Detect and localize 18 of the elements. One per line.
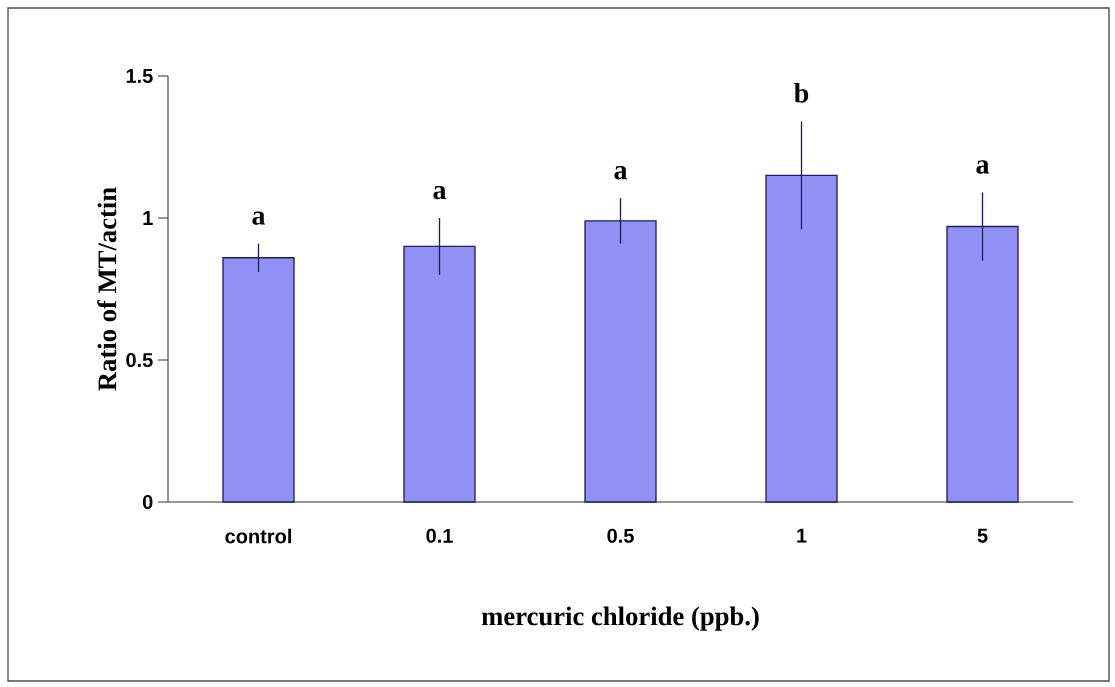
bar <box>403 245 476 503</box>
x-tick-label: control <box>225 528 291 544</box>
y-tick-label: 1.5 <box>126 69 153 83</box>
bar <box>765 174 838 503</box>
x-axis-title: mercuric chloride (ppb.) <box>481 606 759 631</box>
x-tick-label: 1 <box>797 528 807 543</box>
y-axis-title: Ratio of MT/actin <box>97 187 117 391</box>
x-tick-label: 0.5 <box>607 528 634 543</box>
y-tick-label: 0.5 <box>126 352 153 368</box>
x-tick-label: 5 <box>977 528 988 543</box>
annotation: b <box>794 83 809 103</box>
y-tick-label: 1 <box>143 211 153 225</box>
x-tick-label: 0.1 <box>426 528 453 543</box>
y-tick-label: 0 <box>142 494 153 510</box>
annotation: a <box>614 166 628 180</box>
annotation: a <box>433 185 447 200</box>
annotation: a <box>252 211 266 225</box>
annotation: a <box>976 160 990 174</box>
